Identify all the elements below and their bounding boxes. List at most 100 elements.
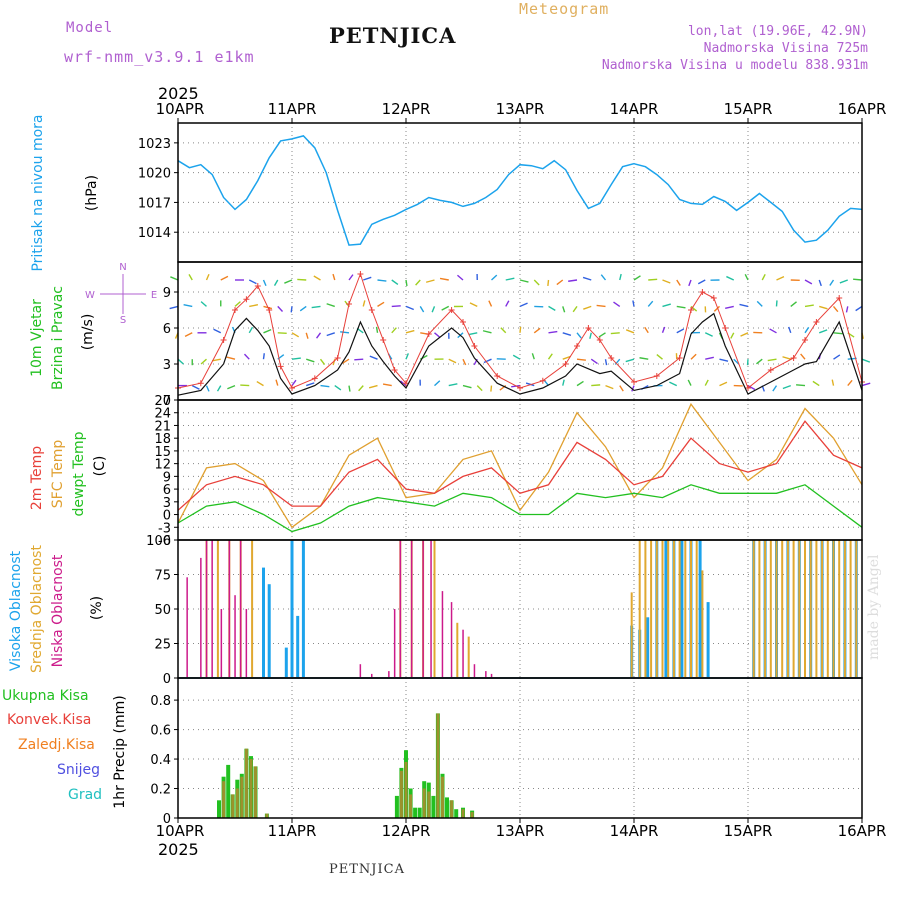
- wind-arrow: [613, 301, 621, 307]
- mid-cloud-bar: [804, 540, 806, 677]
- wind-arrow: [311, 305, 321, 309]
- wind-arrow: [200, 301, 207, 307]
- cloud-ylabel-low: Niska Oblacnost: [50, 554, 66, 667]
- wind-arrow: [676, 305, 686, 309]
- wind-arrow: [377, 301, 385, 307]
- wind-arrow: [482, 330, 492, 334]
- wind-arrow: [448, 383, 458, 387]
- wind-arrow: [227, 384, 236, 390]
- year-top: 2025: [158, 84, 199, 103]
- y-tick-label: 0.8: [150, 694, 171, 709]
- mid-cloud-bar: [764, 540, 767, 677]
- low-cloud-bar: [228, 540, 231, 677]
- wind-arrow: [313, 275, 321, 281]
- wind-arrow: [348, 274, 354, 281]
- model-label: Model: [66, 20, 114, 36]
- y-tick-label: 1017: [138, 196, 171, 211]
- conv-precip-bar: [235, 788, 239, 818]
- wind-arrow: [248, 326, 254, 334]
- pressure-line: [177, 135, 863, 246]
- wind-arrow: [431, 306, 436, 313]
- mid-cloud-bar: [690, 540, 692, 677]
- temp-ylabel-2m: 2m Temp: [29, 446, 45, 510]
- mid-cloud-bar: [456, 622, 459, 677]
- wind-arrow: [326, 303, 335, 308]
- x-tick-label-top: 12APR: [382, 100, 431, 118]
- mid-cloud-bar: [826, 540, 829, 677]
- wind-arrow: [761, 274, 766, 281]
- panel-frame: [177, 677, 863, 819]
- low-cloud-bar: [359, 664, 362, 677]
- wind-arrow: [419, 306, 425, 313]
- low-cloud-bar: [422, 540, 424, 677]
- low-cloud-bar: [462, 629, 464, 677]
- wind-arrow: [819, 329, 828, 334]
- conv-precip-bar: [427, 791, 431, 818]
- wind-arrow: [448, 358, 457, 364]
- wind-arrow: [568, 279, 578, 282]
- y-tick-label: 3: [163, 496, 171, 511]
- wind-arrow: [519, 326, 522, 333]
- dir-key-w: W: [85, 290, 95, 301]
- wind-gust-point: [254, 283, 261, 289]
- low-cloud-bar: [490, 673, 493, 677]
- x-tick-label-top: 11APR: [268, 100, 317, 118]
- wind-arrow: [273, 279, 279, 286]
- y-tick-label: 24: [154, 407, 171, 422]
- wind-arrow: [291, 357, 301, 360]
- wind-arrow: [705, 356, 714, 360]
- wind-arrow: [719, 358, 729, 362]
- wind-arrow: [855, 305, 863, 312]
- y-tick-label: 9: [163, 470, 171, 485]
- wind-arrow: [604, 359, 608, 366]
- wind-arrow: [697, 279, 706, 285]
- wind-arrow: [299, 305, 307, 312]
- x-tick-label-top: 10APR: [156, 100, 205, 118]
- wind-unit: (m/s): [80, 314, 96, 351]
- high-cloud-bar: [698, 540, 702, 677]
- wind-arrow: [704, 379, 709, 386]
- wind-arrow: [291, 379, 297, 387]
- wind-arrow: [845, 306, 849, 313]
- mid-cloud-bar: [672, 540, 675, 677]
- wind-arrow: [462, 384, 472, 389]
- conv-precip-bar: [441, 776, 444, 818]
- wind-arrow: [756, 358, 763, 365]
- wind-arrow: [726, 275, 735, 281]
- wind-gust-point: [425, 331, 432, 337]
- wind-arrow: [776, 276, 785, 281]
- precip-legend-item: Snijeg: [57, 762, 100, 778]
- wind-arrow: [676, 328, 685, 334]
- mid-cloud-bar: [855, 540, 858, 677]
- wind-arrow: [839, 279, 848, 284]
- mid-cloud-bar: [630, 592, 633, 677]
- wind-arrow: [519, 279, 529, 283]
- wind-arrow: [610, 332, 620, 335]
- wind-arrow: [800, 353, 806, 360]
- wind-gust-point: [539, 377, 546, 384]
- wind-arrow: [391, 305, 401, 308]
- temp-dewpt-line: [177, 484, 863, 533]
- low-cloud-bar: [186, 577, 188, 677]
- wind-arrow: [782, 384, 791, 390]
- wind-arrow: [405, 329, 415, 334]
- y-tick-label: 0.2: [150, 783, 171, 798]
- mid-cloud-bar: [638, 540, 641, 677]
- mid-cloud-bar: [644, 540, 647, 677]
- y-tick-label: 1014: [138, 226, 171, 241]
- low-cloud-bar: [410, 540, 413, 677]
- mid-cloud-bar: [655, 540, 658, 677]
- wind-gust-point: [220, 337, 227, 343]
- wind-arrow: [662, 303, 671, 308]
- y-tick-label: 0: [163, 672, 171, 687]
- total-precip-bar: [445, 797, 449, 818]
- low-cloud-bar: [220, 609, 223, 677]
- mid-cloud-bar: [251, 540, 254, 677]
- mid-cloud-bar: [786, 540, 789, 677]
- wind-arrow: [576, 332, 582, 339]
- wind-arrow: [512, 354, 521, 360]
- wind-arrow: [375, 326, 379, 333]
- x-tick-label-top: 14APR: [610, 100, 659, 118]
- wind-arrow: [476, 385, 483, 392]
- lonlat: lon,lat (19.96E, 42.9N): [687, 24, 868, 39]
